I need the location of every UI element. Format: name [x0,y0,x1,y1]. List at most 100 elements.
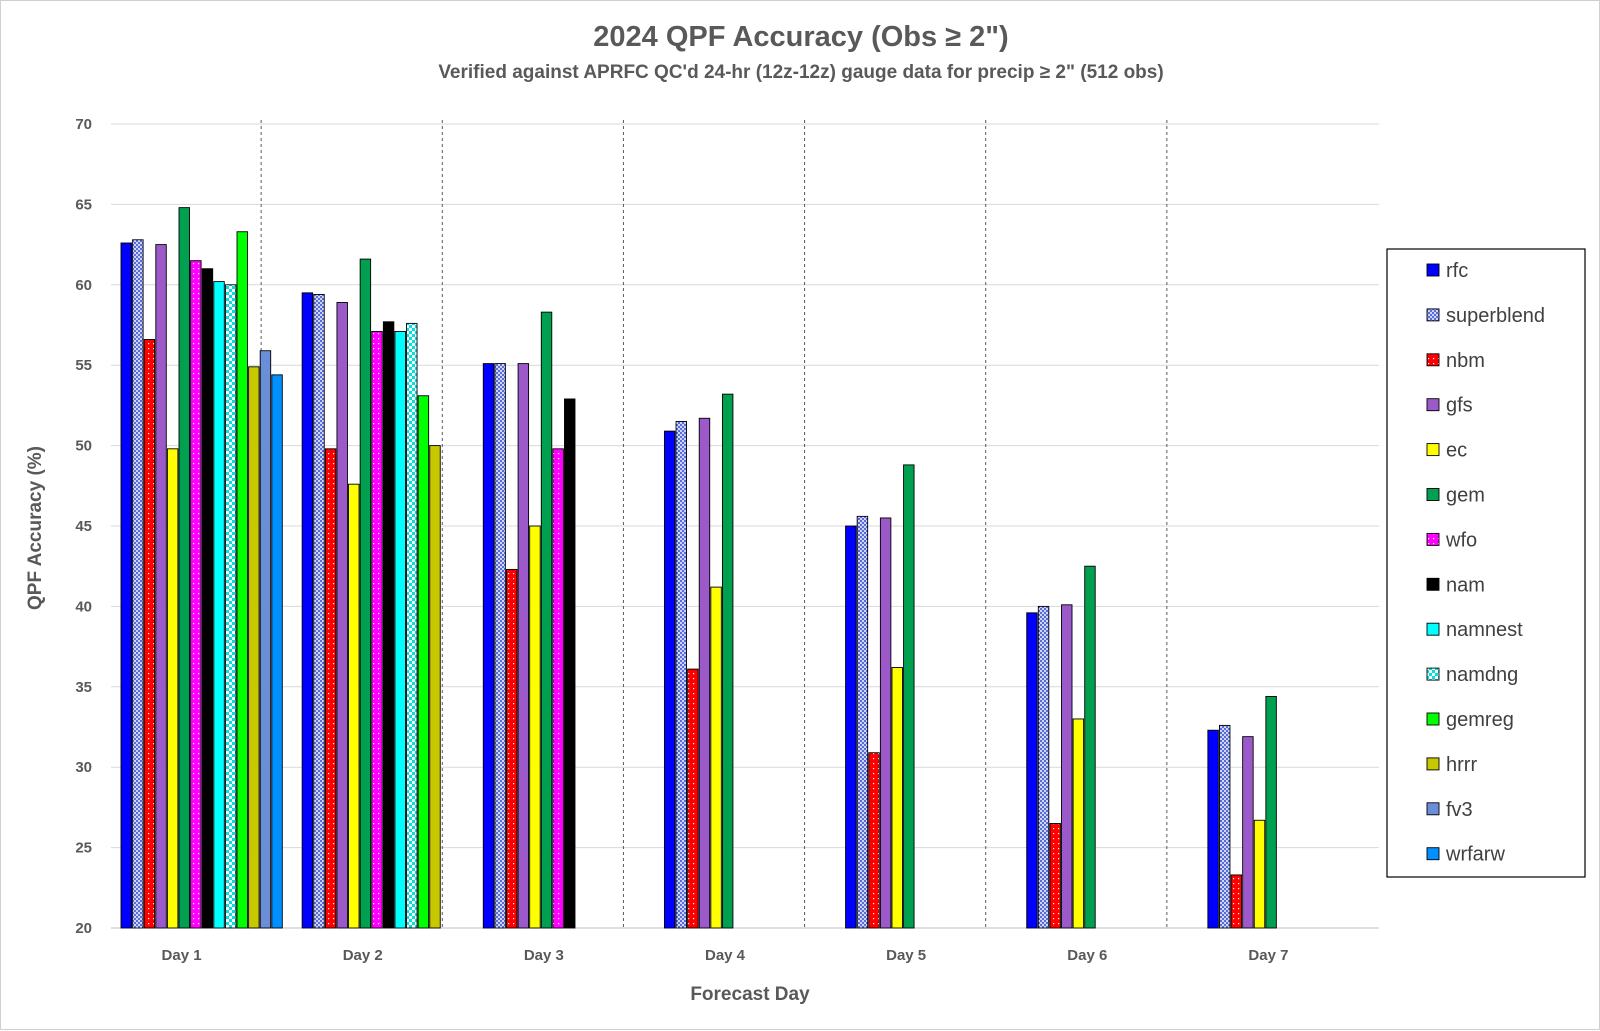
bar-namnest-day-1 [213,281,225,929]
bar-namnest-day-2 [394,330,406,929]
legend-box [1386,248,1586,878]
x-tick-label: Day 1 [162,947,202,964]
bar-superblend-day-6 [1037,605,1050,929]
legend: rfc superblend nbm gfs ec gem wfo nam namnest nam… [1386,248,1586,878]
chart-subtitle: Verified against APRFC QC'd 24-hr (12z-1… [438,62,1163,83]
bar-superblend-day-5 [856,515,869,929]
bar-gem-day-2 [359,258,372,929]
y-tick-label: 30 [75,759,92,776]
legend-swatch-wfo [1426,532,1440,546]
bar-gem-day-6 [1084,565,1096,929]
chart-title: 2024 QPF Accuracy (Obs ≥ 2") [593,21,1008,53]
legend-label-fv3: fv3 [1446,799,1473,821]
bar-gemreg-day-2 [417,395,430,929]
bar-rfc-day-1 [120,242,132,929]
y-tick-label: 40 [75,598,92,615]
legend-label-namdng: namdng [1446,664,1518,686]
bar-nam-day-2 [382,321,395,929]
bar-gfs-day-3 [517,363,530,929]
y-axis-ticks: 20 25 30 35 40 45 50 55 60 65 70 [75,116,92,937]
bar-gem-day-3 [540,311,553,929]
bar-nbm-day-2 [324,448,337,929]
y-tick-label: 70 [75,116,92,133]
bar-superblend-day-7 [1219,724,1231,929]
y-tick-label: 45 [75,518,92,535]
legend-label-namnest: namnest [1446,619,1523,641]
bar-hrrr-day-1 [248,366,260,929]
x-tick-label: Day 5 [886,947,926,964]
y-axis-label: QPF Accuracy (%) [25,446,46,610]
bar-wfo-day-3 [552,448,564,929]
legend-label-nbm: nbm [1446,350,1485,372]
bar-nbm-day-5 [868,752,880,929]
legend-swatch-gem [1426,488,1440,501]
bar-ec-day-2 [348,483,360,929]
bar-rfc-day-5 [845,525,857,929]
bar-ec-day-3 [529,525,541,929]
legend-label-gfs: gfs [1446,395,1473,417]
x-tick-label: Day 4 [705,947,746,964]
y-tick-label: 60 [75,277,92,294]
legend-label-wfo: wfo [1445,529,1477,551]
legend-label-ec: ec [1446,440,1467,462]
legend-swatch-wrfarw [1426,847,1440,861]
bar-fv3-day-1 [259,350,272,929]
bar-ec-day-7 [1253,819,1266,929]
legend-swatch-fv3 [1426,802,1440,816]
bar-wrfarw-day-1 [271,374,283,929]
bar-gfs-day-6 [1061,604,1073,929]
bar-gfs-day-5 [879,517,892,929]
bar-namdng-day-2 [406,322,418,929]
bar-gem-day-5 [903,464,915,929]
bar-rfc-day-2 [301,292,314,929]
legend-label-gem: gem [1446,485,1485,507]
bar-gfs-day-2 [336,302,348,929]
bar-gfs-day-1 [155,244,167,929]
bar-namdng-day-1 [224,284,237,929]
legend-label-nam: nam [1446,574,1485,596]
bar-rfc-day-6 [1026,612,1038,929]
bar-rfc-day-7 [1207,729,1219,929]
bars [120,207,1277,929]
bar-superblend-day-1 [132,239,144,929]
bar-superblend-day-4 [675,421,687,929]
bar-rfc-day-4 [663,430,676,929]
gridlines [111,123,1379,929]
legend-swatch-rfc [1426,263,1440,277]
y-tick-label: 65 [75,196,92,213]
legend-swatch-ec [1426,443,1440,457]
bar-nbm-day-3 [506,568,518,929]
bar-nam-day-1 [201,268,214,929]
bar-wfo-day-2 [371,330,383,929]
legend-label-rfc: rfc [1446,260,1468,282]
bar-gem-day-4 [721,393,734,929]
legend-swatch-gemreg [1426,712,1440,726]
bar-rfc-day-3 [482,363,495,929]
x-tick-label: Day 2 [343,947,383,964]
category-separators [260,120,1168,928]
bar-ec-day-4 [710,586,722,929]
legend-swatch-superblend [1426,308,1440,322]
y-tick-label: 25 [75,840,92,857]
y-tick-label: 20 [75,920,92,937]
bar-wfo-day-1 [190,260,202,929]
y-tick-label: 35 [75,679,92,696]
legend-swatch-namdng [1426,667,1440,681]
bar-gfs-day-7 [1242,736,1254,929]
y-tick-label: 50 [75,438,92,455]
bar-gem-day-7 [1265,695,1277,929]
x-tick-label: Day 6 [1067,947,1107,964]
bar-nbm-day-7 [1230,874,1243,929]
bar-nam-day-3 [564,398,576,929]
bar-gem-day-1 [178,207,190,929]
legend-label-hrrr: hrrr [1446,754,1477,776]
bar-ec-day-5 [891,667,903,929]
legend-swatch-hrrr [1426,757,1440,771]
legend-swatch-namnest [1426,622,1440,636]
legend-swatch-nbm [1426,353,1440,367]
legend-label-gemreg: gemreg [1446,709,1514,731]
legend-label-wrfarw: wrfarw [1445,844,1505,866]
bar-hrrr-day-2 [429,445,441,929]
